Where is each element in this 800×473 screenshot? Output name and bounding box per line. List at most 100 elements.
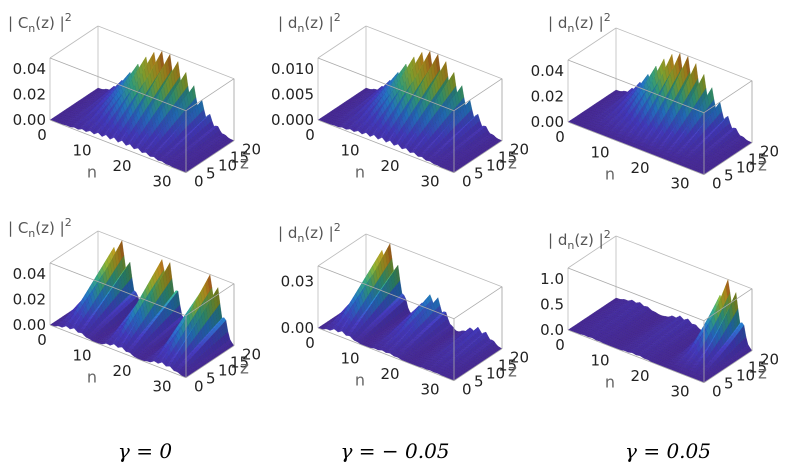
plot-box-front [317, 265, 503, 382]
z-tick-label: 0.5 [540, 296, 564, 314]
z-depth-tick-label: 20 [242, 346, 261, 364]
z-depth-tick-label: 0 [712, 175, 722, 193]
surface-mesh [49, 50, 235, 173]
z-depth-tick-label: 10 [486, 157, 505, 175]
gamma-caption-1: γ = 0 [118, 439, 172, 463]
n-tick-label: 10 [72, 142, 91, 160]
z-depth-tick-label: 15 [230, 354, 249, 372]
z-depth-tick-label: 15 [230, 149, 249, 167]
panel-title: | dn(z) |2 [278, 11, 341, 35]
z-tick-label: 0.04 [13, 265, 46, 283]
z-depth-tick-label: 10 [218, 362, 237, 380]
z-tick-label: 0.02 [13, 291, 46, 309]
panel-title: | Cn(z) |2 [8, 216, 72, 240]
z-tick-label: 0.02 [13, 86, 46, 104]
plot-box-front [49, 57, 235, 174]
z-tick-label: 0.04 [13, 60, 46, 78]
z-depth-tick-label: 15 [748, 151, 767, 169]
n-tick-label: 20 [112, 157, 131, 175]
z-depth-tick-label: 15 [748, 359, 767, 377]
z-depth-tick-label: 20 [760, 351, 779, 369]
z-depth-tick-label: 15 [498, 357, 517, 375]
z-depth-tick-label: 10 [736, 159, 755, 177]
z-depth-tick-label: 10 [218, 157, 237, 175]
surface-mesh [567, 279, 753, 383]
z-axis-label: z [240, 154, 249, 174]
n-tick-label: 10 [340, 350, 359, 368]
surface-mesh [317, 243, 503, 381]
z-depth-tick-label: 20 [760, 143, 779, 161]
n-tick-label: 10 [72, 347, 91, 365]
n-tick-label: 10 [590, 144, 609, 162]
n-tick-label: 0 [37, 331, 47, 349]
z-tick-label: 0.02 [531, 88, 564, 106]
z-depth-tick-label: 5 [206, 370, 216, 388]
z-depth-tick-label: 20 [510, 349, 529, 367]
z-tick-label: 0.03 [281, 273, 314, 291]
z-tick-label: 0.010 [271, 60, 314, 78]
n-axis-label: n [87, 368, 97, 387]
z-depth-tick-label: 0 [712, 383, 722, 401]
z-axis-label: z [508, 154, 517, 174]
panel-title: | dn(z) |2 [548, 11, 611, 35]
n-axis-label: n [87, 163, 97, 182]
panel-title: | Cn(z) |2 [8, 11, 72, 35]
surface-mesh [49, 240, 235, 378]
n-tick-label: 30 [152, 378, 171, 396]
z-depth-tick-label: 5 [474, 373, 484, 391]
n-axis-label: n [605, 373, 615, 392]
n-tick-label: 0 [555, 128, 565, 146]
z-depth-tick-label: 20 [242, 141, 261, 159]
z-depth-tick-label: 5 [724, 375, 734, 393]
n-tick-label: 20 [630, 159, 649, 177]
z-depth-tick-label: 5 [474, 165, 484, 183]
z-tick-label: 0.0 [540, 321, 564, 339]
n-tick-label: 20 [112, 362, 131, 380]
n-axis-label: n [355, 371, 365, 390]
z-depth-tick-label: 0 [462, 381, 472, 399]
z-tick-label: 0.005 [271, 86, 314, 104]
n-tick-label: 30 [420, 173, 439, 191]
plot-box-front [49, 262, 235, 379]
n-tick-label: 20 [380, 157, 399, 175]
plot-box-front [567, 267, 753, 384]
z-axis-label: z [508, 362, 517, 382]
z-tick-label: 0.00 [281, 319, 314, 337]
n-tick-label: 30 [420, 381, 439, 399]
panel-title: | dn(z) |2 [548, 228, 611, 252]
z-axis-label: z [758, 156, 767, 176]
surface-mesh [567, 52, 753, 175]
z-tick-label: 0.04 [531, 62, 564, 80]
n-tick-label: 0 [555, 336, 565, 354]
z-axis-label: z [758, 364, 767, 384]
panel-title: | dn(z) |2 [278, 221, 341, 245]
n-tick-label: 30 [152, 173, 171, 191]
plot-box-front [567, 59, 753, 176]
z-depth-tick-label: 10 [486, 365, 505, 383]
z-depth-tick-label: 15 [498, 149, 517, 167]
z-depth-tick-label: 10 [736, 367, 755, 385]
z-tick-label: 0.00 [531, 113, 564, 131]
z-tick-label: 1.0 [540, 270, 564, 288]
z-depth-tick-label: 0 [462, 173, 472, 191]
n-tick-label: 20 [380, 365, 399, 383]
n-axis-label: n [355, 163, 365, 182]
n-tick-label: 0 [305, 334, 315, 352]
z-depth-tick-label: 20 [510, 141, 529, 159]
z-depth-tick-label: 0 [194, 173, 204, 191]
gamma-caption-2: γ = − 0.05 [340, 439, 449, 463]
n-tick-label: 30 [670, 383, 689, 401]
n-tick-label: 30 [670, 175, 689, 193]
z-tick-label: 0.00 [13, 316, 46, 334]
z-tick-label: 0.00 [13, 111, 46, 129]
n-tick-label: 10 [340, 142, 359, 160]
plot-box-front [317, 57, 503, 174]
z-depth-tick-label: 5 [724, 167, 734, 185]
z-axis-label: z [240, 359, 249, 379]
